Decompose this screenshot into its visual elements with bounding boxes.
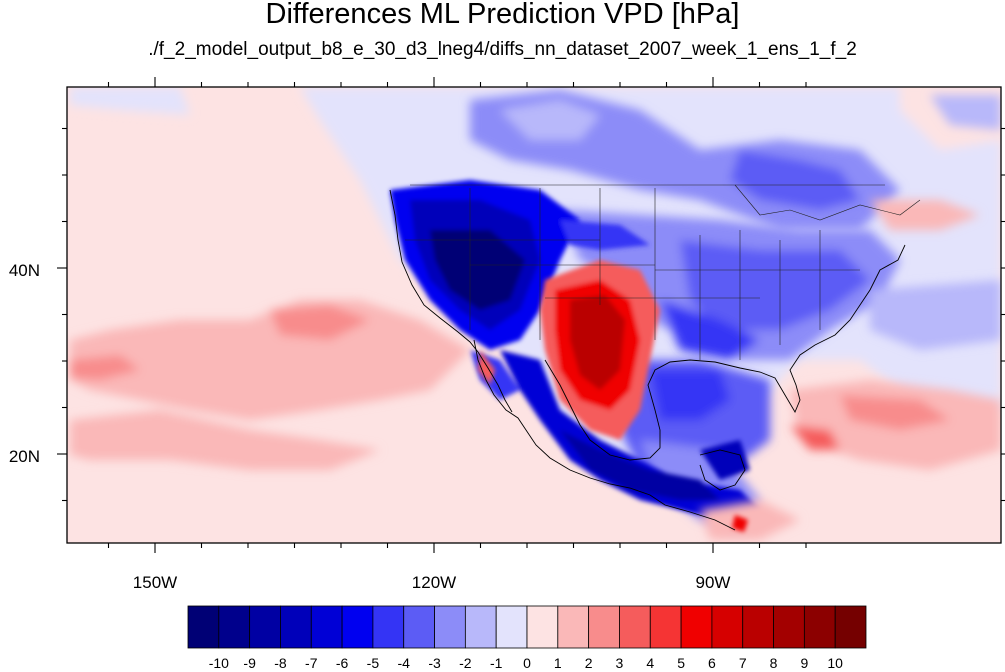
colorbar-label: 8 [770, 655, 778, 671]
colorbar-swatch [526, 605, 559, 649]
colorbar-label: 3 [616, 655, 624, 671]
colorbar-swatch [619, 605, 651, 649]
colorbar: -10 -9 -8 -7 -6 -5 -4 -3 -2 -1 0 1 2 3 4 5 6 7 8 9 10 [187, 605, 867, 671]
colorbar-swatch [249, 605, 281, 649]
colorbar-label: -4 [398, 655, 411, 671]
colorbar-label: -5 [367, 655, 380, 671]
difference-field-map [67, 87, 1001, 543]
colorbar-swatch [680, 605, 713, 649]
colorbar-label: -3 [428, 655, 441, 671]
atlantic-red-field [700, 200, 1001, 540]
x-tick-label: 150W [133, 573, 177, 592]
colorbar-label: 0 [523, 655, 531, 671]
colorbar-swatch [803, 605, 836, 649]
colorbar-swatch [372, 605, 405, 649]
colorbar-label: -7 [305, 655, 318, 671]
y-tick-label: 40N [9, 261, 40, 280]
colorbar-swatch [403, 605, 435, 649]
colorbar-label: -10 [209, 655, 229, 671]
colorbar-swatch [742, 605, 774, 649]
axis-ticks [57, 77, 1005, 553]
colorbar-swatch [773, 605, 805, 649]
state-borders [405, 184, 921, 360]
colorbar-swatch [711, 605, 744, 649]
colorbar-swatch [557, 605, 590, 649]
x-tick-label: 90W [696, 573, 731, 592]
colorbar-label: -2 [459, 655, 472, 671]
colorbar-label: 1 [554, 655, 562, 671]
colorbar-swatch [588, 605, 620, 649]
colorbar-swatch [310, 605, 343, 649]
colorbar-swatch [649, 605, 682, 649]
colorbar-swatch [464, 605, 497, 649]
colorbar-label: 2 [585, 655, 593, 671]
colorbar-label: -9 [243, 655, 256, 671]
colorbar-label: 4 [646, 655, 654, 671]
colorbar-label: 7 [739, 655, 747, 671]
colorbar-swatch [834, 605, 867, 649]
y-tick-label: 20N [9, 447, 40, 466]
coastlines [389, 189, 906, 531]
colorbar-label: -8 [274, 655, 287, 671]
colorbar-swatch [434, 605, 466, 649]
colorbar-label: 10 [827, 655, 843, 671]
colorbar-swatch [341, 605, 374, 649]
eastern-us-blue-field [560, 210, 1001, 360]
x-tick-label: 120W [412, 573, 456, 592]
colorbar-swatch [187, 605, 220, 649]
colorbar-label: -6 [336, 655, 349, 671]
colorbar-label: 6 [708, 655, 716, 671]
chart-subtitle: ./f_2_model_output_b8_e_30_d3_lneg4/diff… [148, 39, 857, 60]
canada-blue-field [470, 90, 1001, 230]
colorbar-label: 5 [677, 655, 685, 671]
colorbar-swatch [495, 605, 528, 649]
chart-title: Differences ML Prediction VPD [hPa] [265, 0, 740, 30]
southern-plains-red-field [478, 260, 748, 532]
colorbar-label: -1 [490, 655, 503, 671]
colorbar-swatch [218, 605, 251, 649]
pacific-red-field [70, 300, 470, 470]
colorbar-swatch [280, 605, 312, 649]
colorbar-label: 9 [800, 655, 808, 671]
